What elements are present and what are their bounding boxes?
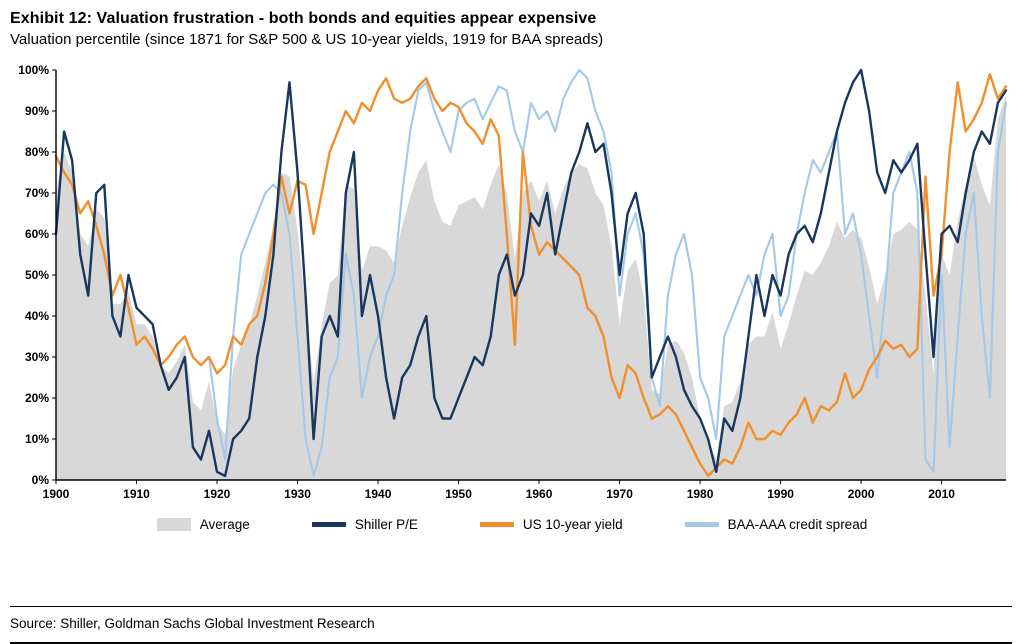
svg-text:70%: 70% (25, 186, 49, 200)
chart-legend: Average Shiller P/E US 10-year yield BAA… (10, 517, 1014, 532)
legend-label-average: Average (199, 517, 250, 532)
svg-text:0%: 0% (32, 473, 50, 487)
average-swatch (156, 518, 191, 531)
svg-text:80%: 80% (25, 145, 49, 159)
svg-text:1910: 1910 (123, 487, 150, 501)
legend-label-shiller-pe: Shiller P/E (354, 517, 418, 532)
svg-text:1930: 1930 (284, 487, 311, 501)
svg-text:1920: 1920 (204, 487, 231, 501)
legend-item-us10y-yield: US 10-year yield (479, 517, 623, 532)
svg-text:2010: 2010 (928, 487, 955, 501)
source-text: Source: Shiller, Goldman Sachs Global In… (10, 616, 375, 631)
us10y-yield-swatch (479, 522, 514, 527)
legend-label-baa-aaa-spread: BAA-AAA credit spread (727, 517, 868, 532)
baa-aaa-spread-swatch (684, 522, 719, 527)
legend-item-baa-aaa-spread: BAA-AAA credit spread (684, 517, 868, 532)
svg-text:30%: 30% (25, 350, 49, 364)
svg-text:1970: 1970 (606, 487, 633, 501)
svg-text:1990: 1990 (767, 487, 794, 501)
svg-text:2000: 2000 (848, 487, 875, 501)
legend-item-shiller-pe: Shiller P/E (311, 517, 418, 532)
legend-item-average: Average (156, 517, 250, 532)
exhibit-title: Exhibit 12: Valuation frustration - both… (10, 10, 597, 27)
legend-label-us10y-yield: US 10-year yield (522, 517, 623, 532)
svg-text:10%: 10% (25, 432, 49, 446)
exhibit-subtitle: Valuation percentile (since 1871 for S&P… (10, 31, 604, 48)
source-footer: Source: Shiller, Goldman Sachs Global In… (10, 606, 1012, 644)
svg-text:100%: 100% (18, 63, 49, 77)
shiller-pe-swatch (311, 522, 346, 527)
svg-text:1900: 1900 (43, 487, 70, 501)
svg-text:50%: 50% (25, 268, 49, 282)
svg-text:1980: 1980 (687, 487, 714, 501)
svg-text:40%: 40% (25, 309, 49, 323)
svg-text:1960: 1960 (526, 487, 553, 501)
exhibit-header: Exhibit 12: Valuation frustration - both… (10, 10, 1014, 48)
svg-text:20%: 20% (25, 391, 49, 405)
svg-text:60%: 60% (25, 227, 49, 241)
valuation-percentile-chart: 0% 10% 20% 30% 40% 50% 60% 70% 80% 90% 100% 1900 191… (10, 58, 1014, 515)
svg-text:90%: 90% (25, 104, 49, 118)
chart-canvas: 0% 10% 20% 30% 40% 50% 60% 70% 80% 90% 100% 1900 191… (18, 63, 1008, 501)
svg-text:1950: 1950 (445, 487, 472, 501)
svg-text:1940: 1940 (365, 487, 392, 501)
